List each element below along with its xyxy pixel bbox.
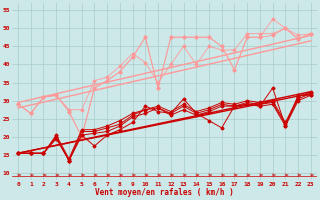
X-axis label: Vent moyen/en rafales ( km/h ): Vent moyen/en rafales ( km/h ) xyxy=(95,188,234,197)
